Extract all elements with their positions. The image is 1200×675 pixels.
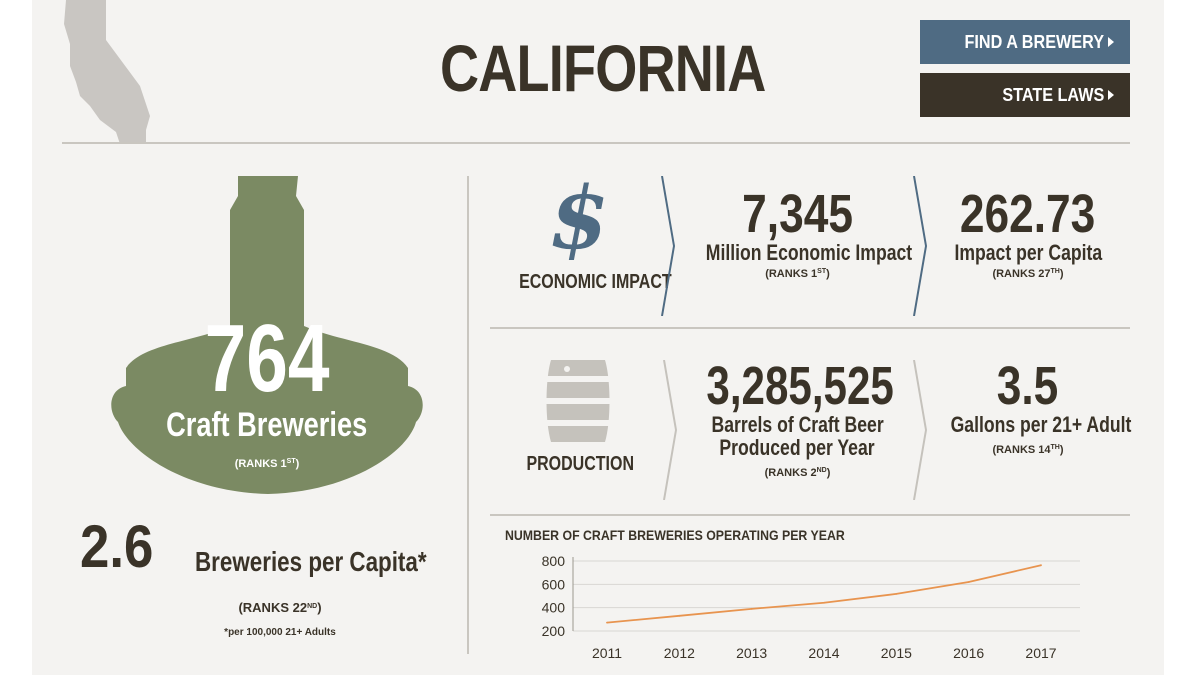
keg-icon bbox=[545, 360, 611, 442]
production-rank: (RANKS 2ND) bbox=[764, 467, 831, 479]
economic-impact-label: ECONOMIC IMPACT bbox=[519, 271, 672, 293]
chevron-right-icon bbox=[913, 176, 928, 316]
column-divider bbox=[467, 176, 469, 654]
data-point bbox=[895, 593, 898, 595]
page-title: CALIFORNIA bbox=[440, 31, 766, 105]
data-point bbox=[967, 581, 970, 583]
data-point bbox=[750, 607, 753, 610]
economic-impact-rank: (RANKS 1ST) bbox=[765, 268, 830, 280]
impact-per-capita-rank: (RANKS 27TH) bbox=[992, 268, 1064, 280]
production-value-label-line1: Barrels of Craft Beer bbox=[711, 412, 884, 437]
data-point bbox=[1040, 564, 1042, 567]
state-laws-label: STATE LAWS bbox=[1002, 84, 1104, 105]
brew-kettle-icon bbox=[111, 176, 423, 494]
y-tick-label: 400 bbox=[542, 600, 566, 616]
breweries-line-chart: 800 600 400 200 2011 2012 2013 2014 2015 2016 2017 bbox=[542, 553, 1080, 661]
gallons-per-adult-value: 3.5 bbox=[997, 356, 1059, 416]
production-label: PRODUCTION bbox=[526, 453, 634, 475]
y-tick-label: 800 bbox=[542, 553, 566, 569]
chart-title: NUMBER OF CRAFT BREWERIES OPERATING PER … bbox=[505, 527, 845, 543]
economic-divider bbox=[490, 327, 1130, 329]
x-tick-label: 2017 bbox=[1025, 645, 1056, 661]
dollar-icon: $ bbox=[549, 178, 609, 260]
x-tick-label: 2016 bbox=[953, 645, 984, 661]
arrow-right-icon bbox=[1108, 37, 1114, 47]
california-map-icon bbox=[64, 0, 150, 144]
svg-text:$: $ bbox=[549, 178, 609, 260]
production-divider bbox=[490, 514, 1130, 516]
state-laws-button[interactable]: STATE LAWS bbox=[920, 73, 1130, 117]
economic-impact-value-label: Million Economic Impact bbox=[705, 240, 913, 265]
y-tick-label: 600 bbox=[542, 576, 566, 592]
production-value: 3,285,525 bbox=[706, 356, 894, 416]
chevron-right-icon bbox=[661, 176, 676, 316]
impact-per-capita-label: Impact per Capita bbox=[954, 240, 1102, 265]
brewery-count-rank: (RANKS 1ST) bbox=[234, 458, 300, 470]
arrow-right-icon bbox=[1108, 90, 1114, 100]
brewery-count-label: Craft Breweries bbox=[166, 406, 368, 444]
find-a-brewery-button[interactable]: FIND A BREWERY bbox=[920, 20, 1130, 64]
header-divider bbox=[62, 142, 1130, 144]
breweries-per-capita-label: Breweries per Capita* bbox=[195, 546, 427, 577]
production-value-label-line2: Produced per Year bbox=[719, 435, 876, 460]
chevron-right-icon bbox=[913, 360, 928, 500]
breweries-per-capita-rank: (RANKS 22ND) bbox=[238, 600, 322, 615]
y-tick-label: 200 bbox=[542, 623, 566, 639]
series-line bbox=[606, 564, 1042, 624]
x-tick-label: 2013 bbox=[736, 645, 767, 661]
gallons-per-adult-label: Gallons per 21+ Adult bbox=[950, 412, 1132, 437]
x-tick-label: 2014 bbox=[808, 645, 839, 661]
x-tick-label: 2011 bbox=[592, 645, 622, 661]
per-capita-footnote: *per 100,000 21+ Adults bbox=[224, 627, 336, 638]
impact-per-capita-value: 262.73 bbox=[960, 184, 1096, 244]
gallons-per-adult-rank: (RANKS 14TH) bbox=[992, 444, 1064, 456]
data-point bbox=[606, 621, 608, 624]
find-a-brewery-label: FIND A BREWERY bbox=[964, 31, 1105, 52]
economic-impact-value: 7,345 bbox=[742, 184, 853, 244]
chevron-right-icon bbox=[663, 360, 678, 500]
brewery-count: 764 bbox=[204, 305, 330, 412]
data-point bbox=[823, 601, 825, 604]
data-point bbox=[678, 614, 681, 617]
breweries-per-capita-value: 2.6 bbox=[80, 513, 154, 580]
x-tick-label: 2012 bbox=[664, 645, 695, 661]
x-tick-label: 2015 bbox=[881, 645, 912, 661]
